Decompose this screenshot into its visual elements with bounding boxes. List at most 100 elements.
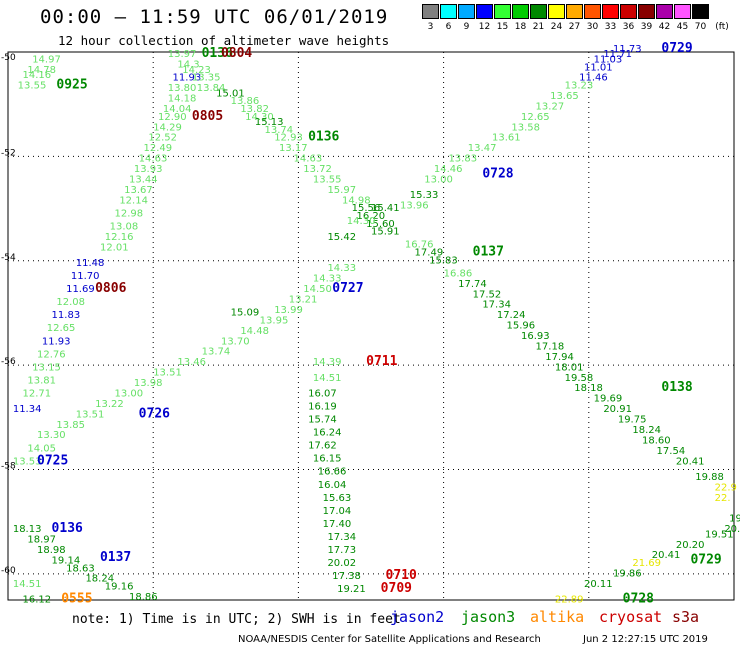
- wave-height-value: 20.20: [676, 540, 705, 551]
- wave-height-value: 16.15: [313, 454, 342, 465]
- wave-height-value: 16.19: [308, 402, 337, 413]
- lat-tick-label: -52: [1, 148, 16, 158]
- wave-height-value: 22.89: [555, 595, 584, 605]
- wave-height-value: 18.86: [129, 592, 158, 603]
- wave-height-value: 13.00: [114, 388, 143, 399]
- pass-time-label: 0138: [661, 380, 692, 395]
- wave-height-value: 11.71: [603, 49, 632, 60]
- legend-swatch: [548, 4, 565, 19]
- wave-height-value: 12.14: [119, 195, 148, 206]
- wave-height-value: 13.22: [95, 399, 124, 410]
- wave-height-value: 14.39: [313, 357, 342, 368]
- wave-height-value: 17.38: [332, 571, 361, 582]
- pass-time-label: 0136: [202, 46, 233, 61]
- wave-height-value: 20.91: [603, 404, 632, 415]
- wave-height-value: 14.48: [240, 326, 269, 337]
- wave-height-value: 14.98: [342, 195, 371, 206]
- wave-height-value: 13.67: [124, 185, 153, 196]
- pass-time-label: 0727: [332, 281, 363, 296]
- wave-height-value: 17.18: [536, 341, 565, 352]
- wave-height-value: 14.3: [177, 60, 199, 71]
- wave-height-value: 14.05: [27, 443, 56, 454]
- legend-swatch: [512, 4, 529, 19]
- wave-height-value: 17.74: [458, 279, 487, 290]
- pass-time-label: 0804: [221, 46, 252, 61]
- wave-height-value: 19.86: [613, 569, 642, 580]
- wave-height-value: 18.97: [27, 535, 56, 546]
- wave-height-value: 15.42: [327, 232, 356, 243]
- wave-height-value: 16.07: [308, 388, 337, 399]
- wave-height-value: 15.83: [429, 255, 458, 266]
- wave-height-value: 12.76: [37, 349, 66, 360]
- pass-time-label: 0136: [52, 521, 83, 536]
- wave-height-value: 13.51: [76, 409, 105, 420]
- wave-height-value: 19.14: [52, 555, 81, 566]
- pass-time-label: 0709: [381, 581, 412, 596]
- wave-height-value: 11.93: [42, 336, 71, 347]
- legend-swatch: [440, 4, 457, 19]
- pass-time-label: 0725: [37, 453, 68, 468]
- wave-height-value: 12.01: [100, 242, 129, 253]
- wave-height-value: 18.60: [642, 435, 671, 446]
- wave-height-value: 16.24: [313, 428, 342, 439]
- wave-height-value: 18.01: [555, 362, 584, 373]
- wave-height-value: 13.55: [18, 81, 47, 92]
- wave-height-value: 19.75: [618, 415, 647, 426]
- wave-height-value: 14.63: [139, 154, 168, 165]
- wave-height-value: 17.52: [473, 289, 502, 300]
- wave-height-value: 17.34: [482, 300, 511, 311]
- pass-time-label: 0711: [366, 354, 397, 369]
- legend-label: 27: [568, 22, 581, 32]
- wave-height-value: 14.50: [303, 284, 332, 295]
- satellite-jason2: jason2: [390, 608, 445, 626]
- pass-time-label: 0137: [473, 245, 504, 260]
- legend-swatch: [458, 4, 475, 19]
- wave-height-value: 13.82: [240, 104, 269, 115]
- wave-height-value: 14.23: [182, 65, 211, 76]
- legend-label: 45: [676, 22, 689, 32]
- legend-swatch: [584, 4, 601, 19]
- legend-swatch: [566, 4, 583, 19]
- wave-height-value: 17.24: [497, 310, 526, 321]
- pass-time-label: 0137: [100, 550, 131, 565]
- footer-note: note: 1) Time is in UTC; 2) SWH is in fe…: [72, 612, 401, 627]
- wave-height-value: 13.65: [550, 91, 579, 102]
- satellite-jason3: jason3: [461, 608, 516, 626]
- wave-height-value: 13.98: [134, 378, 163, 389]
- wave-height-value: 22.: [715, 493, 731, 504]
- wave-height-value: 17.73: [327, 545, 356, 556]
- wave-height-value: 17.94: [545, 352, 574, 363]
- map-subtitle: 12 hour collection of altimeter wave hei…: [58, 33, 390, 48]
- legend-swatch: [620, 4, 637, 19]
- lat-tick-label: -50: [1, 53, 16, 63]
- wave-height-value: 15.91: [371, 227, 400, 238]
- wave-height-value: 16.86: [444, 268, 473, 279]
- generated-timestamp: Jun 2 12:27:15 UTC 2019: [583, 634, 708, 645]
- wave-height-value: 12.71: [23, 388, 52, 399]
- wave-height-value: 14.30: [245, 112, 274, 123]
- pass-time-label: 0729: [690, 552, 721, 567]
- legend-swatch: [422, 4, 439, 19]
- wave-height-value: 17.04: [323, 506, 352, 517]
- legend-label: 39: [640, 22, 653, 32]
- wave-height-value: 20.41: [652, 550, 681, 561]
- legend-label: 21: [532, 22, 545, 32]
- legend-label: 33: [604, 22, 617, 32]
- wave-height-value: 13.70: [221, 336, 250, 347]
- wave-height-value: 19.69: [594, 394, 623, 405]
- wave-height-value: 13.83: [448, 154, 477, 165]
- legend-label: 15: [496, 22, 509, 32]
- satellite-s3a: s3a: [672, 608, 700, 626]
- pass-time-label: 0136: [308, 130, 339, 145]
- pass-time-label: 0925: [56, 78, 87, 93]
- wave-height-value: 13.95: [260, 315, 289, 326]
- legend-label: 12: [478, 22, 491, 32]
- pass-time-label: 0728: [623, 592, 654, 605]
- wave-height-value: 11.69: [66, 284, 95, 295]
- credit-line: NOAA/NESDIS Center for Satellite Applica…: [238, 634, 541, 645]
- wave-height-value: 19.16: [105, 582, 134, 593]
- pass-time-label: 0805: [192, 109, 223, 124]
- map-title: 00:00 – 11:59 UTC 06/01/2019: [40, 6, 389, 28]
- wave-height-value: 13.35: [192, 73, 221, 84]
- wave-height-value: 13.84: [197, 83, 226, 94]
